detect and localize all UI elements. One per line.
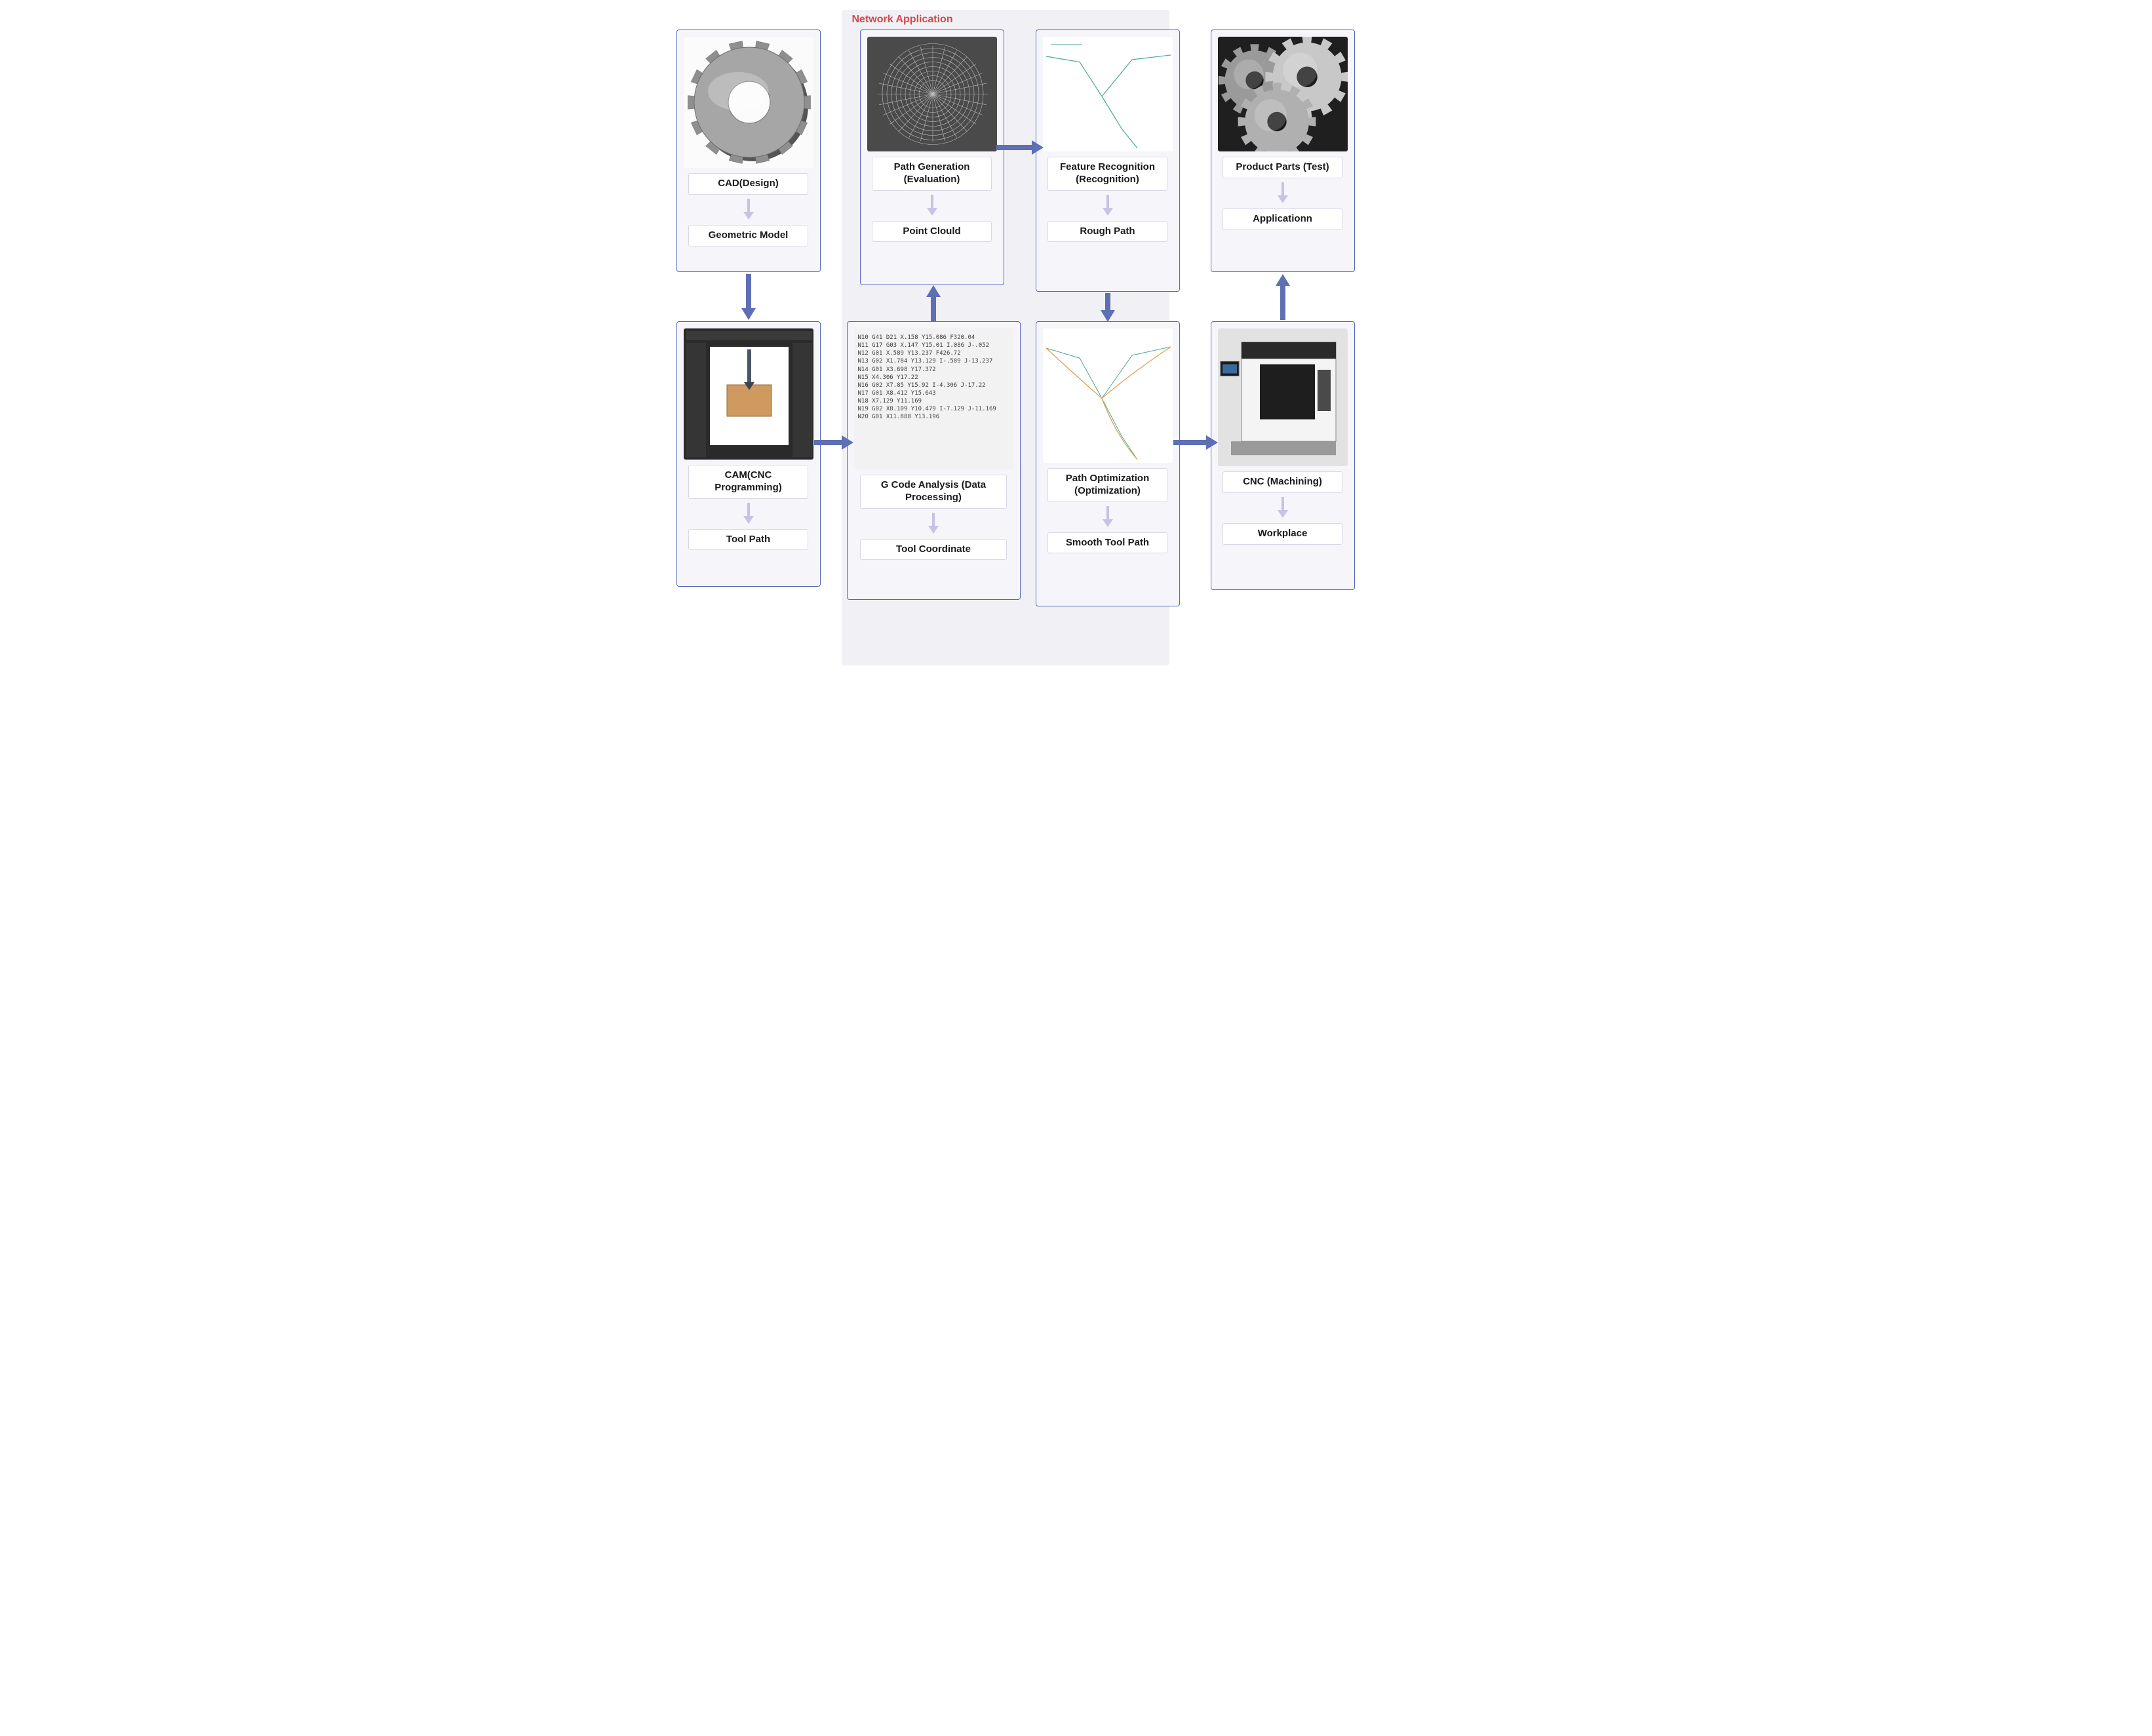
- node-feature-internal-arrow-icon: [1101, 193, 1114, 216]
- arrow-pathopt-to-cnc: [1173, 429, 1218, 456]
- node-cam-subtitle: Tool Path: [688, 529, 808, 551]
- node-feature-image: [1043, 37, 1173, 151]
- node-cad-image: [684, 37, 813, 168]
- node-cam-internal-arrow-icon: [742, 502, 755, 524]
- arrow-cad-to-cam: [735, 274, 762, 320]
- node-gcode: N10 G41 D21 X.158 Y15.086 F320.04 N11 G1…: [847, 321, 1021, 600]
- node-gcode-subtitle: Tool Coordinate: [860, 539, 1007, 561]
- node-pathopt: Path Optimization (Optimization) Smooth …: [1036, 321, 1180, 606]
- node-cad: CAD(Design) Geometric Model: [676, 30, 821, 272]
- node-pathgen-title: Path Generation (Evaluation): [872, 157, 991, 191]
- node-cnc-internal-arrow-icon: [1276, 496, 1289, 518]
- node-product-internal-arrow-icon: [1276, 181, 1289, 203]
- node-cad-subtitle: Geometric Model: [688, 225, 808, 247]
- arrow-feat-to-pathopt: [1095, 293, 1121, 322]
- node-cam-title: CAM(CNC Programming): [688, 465, 808, 499]
- node-cad-title: CAD(Design): [688, 173, 808, 195]
- node-pathopt-subtitle: Smooth Tool Path: [1047, 532, 1167, 554]
- arrow-gcode-to-pathgen: [920, 285, 947, 322]
- node-product-image: [1218, 37, 1348, 151]
- node-pathgen-subtitle: Point Clould: [872, 221, 991, 243]
- node-feature: Feature Recognition (Recognition) Rough …: [1036, 30, 1180, 292]
- network-application-label: Network Application: [852, 14, 953, 26]
- node-cnc-subtitle: Workplace: [1223, 523, 1342, 545]
- node-cnc-image: [1218, 328, 1348, 466]
- node-cam-image: [684, 328, 813, 460]
- node-pathopt-internal-arrow-icon: [1101, 505, 1114, 527]
- arrow-cnc-to-product: [1270, 274, 1296, 320]
- node-cnc-title: CNC (Machining): [1223, 471, 1342, 493]
- node-feature-title: Feature Recognition (Recognition): [1047, 157, 1167, 191]
- node-pathgen-image: [867, 37, 997, 151]
- arrow-pathgen-to-feat: [996, 134, 1044, 161]
- node-gcode-internal-arrow-icon: [927, 511, 940, 534]
- node-pathgen: Path Generation (Evaluation) Point Cloul…: [860, 30, 1004, 285]
- node-cam: CAM(CNC Programming) Tool Path: [676, 321, 821, 587]
- node-pathopt-title: Path Optimization (Optimization): [1047, 468, 1167, 502]
- node-product-subtitle: Applicationn: [1223, 208, 1342, 230]
- node-gcode-title: G Code Analysis (Data Processing): [860, 475, 1007, 509]
- node-cnc: CNC (Machining) Workplace: [1211, 321, 1355, 590]
- arrow-cam-to-gcode: [814, 429, 853, 456]
- node-feature-subtitle: Rough Path: [1047, 221, 1167, 243]
- diagram-canvas: Network Application CAD(Design) Geometri…: [670, 10, 1483, 665]
- node-gcode-image: N10 G41 D21 X.158 Y15.086 F320.04 N11 G1…: [854, 328, 1013, 469]
- node-product-title: Product Parts (Test): [1223, 157, 1342, 178]
- node-cad-internal-arrow-icon: [742, 197, 755, 220]
- node-pathopt-image: [1043, 328, 1173, 463]
- node-pathgen-internal-arrow-icon: [926, 193, 939, 216]
- node-product: Product Parts (Test) Applicationn: [1211, 30, 1355, 272]
